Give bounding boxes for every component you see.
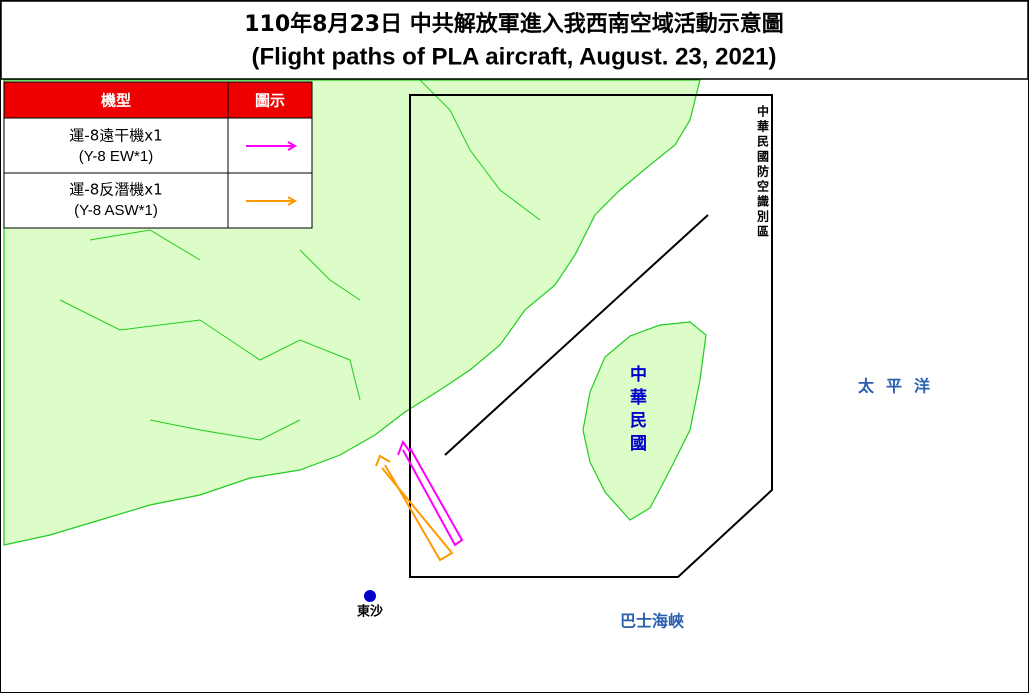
legend: 機型 圖示 運-8遠干機x1 (Y-8 EW*1) 運-8反潛機x1 (Y-8 … (3, 81, 313, 229)
legend-sublabel: (Y-8 ASW*1) (74, 202, 158, 219)
legend-sublabel: (Y-8 EW*1) (79, 148, 153, 165)
title-en: (Flight paths of PLA aircraft, August. 2… (252, 43, 777, 70)
legend-header-text: 機型 (101, 92, 131, 110)
legend-label: 運-8反潛機x1 (69, 181, 162, 199)
taiwan-island (582, 321, 707, 521)
flight-path (397, 439, 464, 547)
median-line (444, 214, 709, 456)
legend-label: 運-8遠干機x1 (69, 127, 162, 145)
province-border (59, 79, 541, 441)
dongsha-label: 東沙 (357, 604, 383, 620)
legend-arrow (246, 196, 298, 206)
legend-header (3, 81, 313, 119)
adiz-boundary (409, 94, 773, 578)
legend-arrow (246, 141, 298, 151)
adiz-label: 中華民國防空識別區 (756, 104, 770, 240)
title-zh: 110年8月23日 中共解放軍進入我西南空域活動示意圖 (244, 11, 784, 37)
legend-header-text: 圖示 (255, 92, 285, 110)
dongsha-marker (364, 590, 376, 602)
title-box (0, 0, 1029, 80)
pacific-label: 太平洋 (857, 377, 942, 396)
taiwan-label: 中華民國 (626, 364, 647, 457)
bashi-label: 巴士海峽 (620, 612, 685, 631)
flight-path (375, 454, 454, 562)
